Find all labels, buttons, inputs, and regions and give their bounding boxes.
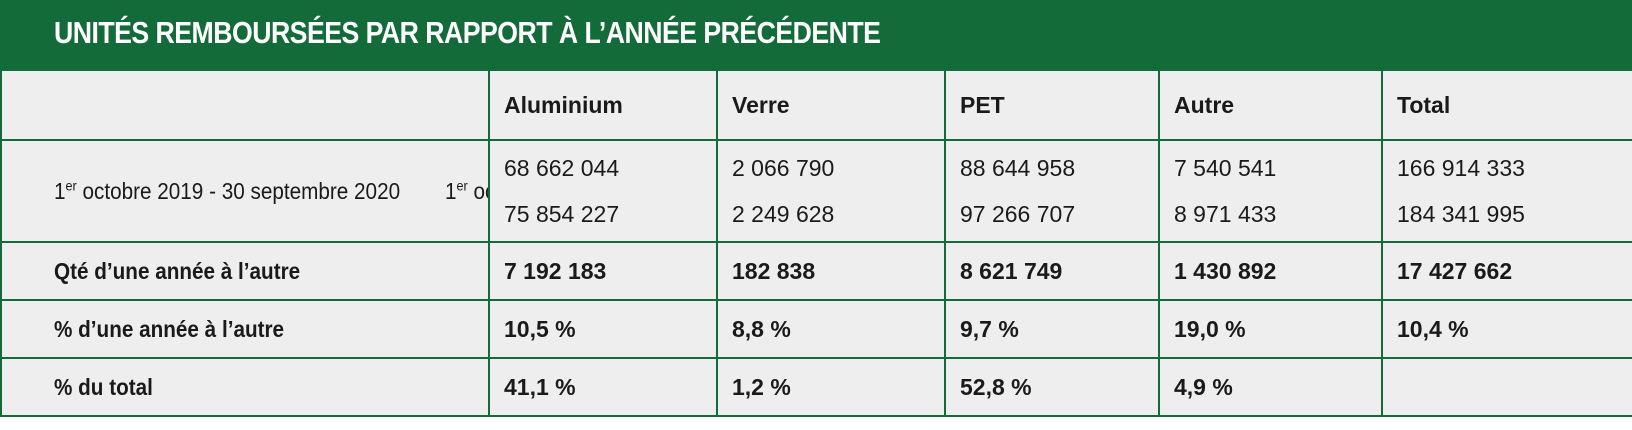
period-values-pet: 88 644 958 97 266 707	[944, 139, 1160, 243]
period-values-verre: 2 066 790 2 249 628	[716, 139, 946, 243]
table-cell: 17 427 662	[1381, 241, 1632, 301]
period-values-aluminium: 68 662 044 75 854 227	[488, 139, 718, 243]
table-cell: 9,7 %	[944, 299, 1160, 359]
period-label: 1er octobre 2020 - 30 septembre 2021	[444, 177, 487, 204]
header-row: Aluminium Verre PET Autre Total	[0, 69, 1632, 141]
period-label: 1er octobre 2019 - 30 septembre 2020	[54, 177, 401, 204]
table-cell: 8,8 %	[716, 299, 946, 359]
header-autre: Autre	[1158, 69, 1383, 141]
period-values-autre: 7 540 541 8 971 433	[1158, 139, 1383, 243]
table-row: Qté d’une année à l’autre 7 192 183 182 …	[0, 241, 1632, 301]
row-label: Qté d’une année à l’autre	[0, 241, 490, 301]
row-label: % du total	[0, 357, 490, 417]
table-cell: 8 621 749	[944, 241, 1160, 301]
header-aluminium: Aluminium	[488, 69, 718, 141]
period-values-total: 166 914 333 184 341 995	[1381, 139, 1632, 243]
table-cell: 10,4 %	[1381, 299, 1632, 359]
table-cell: 10,5 %	[488, 299, 718, 359]
table-cell: 7 192 183	[488, 241, 718, 301]
table-cell: 19,0 %	[1158, 299, 1383, 359]
table-cell: 1,2 %	[716, 357, 946, 417]
title-bar: UNITÉS REMBOURSÉES PAR RAPPORT À L’ANNÉE…	[0, 0, 1632, 69]
table-cell: 1 430 892	[1158, 241, 1383, 301]
table-cell: 41,1 %	[488, 357, 718, 417]
table-cell: 4,9 %	[1158, 357, 1383, 417]
header-cell-empty	[0, 69, 490, 141]
header-total: Total	[1381, 69, 1632, 141]
periods-row: 1er octobre 2019 - 30 septembre 2020 1er…	[0, 139, 1632, 243]
header-pet: PET	[944, 69, 1160, 141]
table-cell	[1381, 357, 1632, 417]
table-cell: 182 838	[716, 241, 946, 301]
period-labels: 1er octobre 2019 - 30 septembre 2020 1er…	[0, 139, 490, 243]
table-row: % d’une année à l’autre 10,5 % 8,8 % 9,7…	[0, 299, 1632, 359]
data-table: Aluminium Verre PET Autre Total 1er octo…	[0, 69, 1632, 417]
table-title: UNITÉS REMBOURSÉES PAR RAPPORT À L’ANNÉE…	[54, 15, 881, 50]
table-row: % du total 41,1 % 1,2 % 52,8 % 4,9 %	[0, 357, 1632, 417]
header-verre: Verre	[716, 69, 946, 141]
table-cell: 52,8 %	[944, 357, 1160, 417]
row-label: % d’une année à l’autre	[0, 299, 490, 359]
